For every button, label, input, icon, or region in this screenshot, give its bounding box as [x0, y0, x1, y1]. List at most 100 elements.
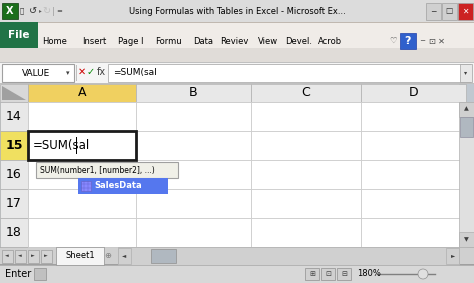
Bar	[459, 102, 474, 247]
Text: ⊡: ⊡	[428, 37, 436, 46]
Bar	[361, 189, 466, 218]
Bar	[76, 137, 78, 154]
Text: VALUE: VALUE	[22, 68, 50, 78]
Bar	[36, 162, 178, 178]
Text: ♡: ♡	[389, 37, 397, 46]
Text: ↺: ↺	[29, 6, 37, 16]
Bar	[0, 247, 474, 248]
Text: Enter: Enter	[5, 269, 31, 279]
Bar	[136, 84, 251, 102]
Bar	[361, 84, 466, 102]
Bar	[81, 181, 91, 191]
Text: 14: 14	[6, 110, 22, 123]
Bar	[28, 160, 136, 189]
Bar	[251, 84, 361, 102]
Bar	[0, 22, 38, 48]
Text: fx: fx	[96, 67, 106, 77]
Bar	[251, 131, 361, 160]
Bar	[251, 189, 361, 218]
Bar	[0, 83, 474, 84]
Circle shape	[418, 269, 428, 279]
Bar	[0, 265, 474, 283]
Text: ▲: ▲	[464, 106, 469, 112]
Bar	[76, 65, 77, 81]
Text: ◄: ◄	[122, 254, 126, 258]
Text: 🖫: 🖫	[20, 8, 24, 14]
Text: 15: 15	[5, 139, 23, 152]
Text: ▾: ▾	[465, 70, 467, 76]
Bar	[0, 189, 28, 218]
Bar	[459, 102, 474, 117]
Text: ►: ►	[44, 254, 48, 258]
Text: ⊡: ⊡	[325, 271, 331, 277]
Text: SalesData: SalesData	[94, 181, 142, 190]
Bar	[361, 160, 466, 189]
Bar	[15, 250, 26, 263]
Text: ─: ─	[420, 38, 424, 44]
Text: 16: 16	[6, 168, 22, 181]
Bar	[28, 218, 136, 247]
Bar	[251, 102, 361, 131]
Bar	[321, 268, 335, 280]
Text: SUM(number1, [number2], ...): SUM(number1, [number2], ...)	[40, 166, 155, 175]
Bar	[337, 268, 351, 280]
Bar	[0, 84, 459, 102]
Text: View: View	[258, 37, 278, 46]
Text: ▾: ▾	[66, 70, 70, 76]
Bar	[2, 64, 74, 82]
Text: 17: 17	[6, 197, 22, 210]
Bar	[0, 62, 474, 63]
Bar	[28, 131, 136, 160]
Text: Data: Data	[193, 37, 213, 46]
Text: ✕: ✕	[438, 37, 445, 46]
Text: Devel.: Devel.	[285, 37, 312, 46]
Bar	[0, 22, 474, 62]
Bar	[251, 218, 361, 247]
Bar	[2, 3, 18, 19]
Bar	[0, 62, 474, 84]
Bar	[56, 247, 104, 265]
Bar	[460, 117, 473, 137]
Text: D: D	[409, 87, 419, 100]
Bar	[361, 131, 466, 160]
Bar	[0, 0, 474, 22]
Text: File: File	[8, 30, 30, 40]
Text: C: C	[301, 87, 310, 100]
Bar	[28, 102, 136, 131]
Text: Insert: Insert	[82, 37, 106, 46]
Bar	[136, 160, 251, 189]
Text: B: B	[189, 87, 198, 100]
Text: =: =	[56, 8, 62, 14]
Text: ⊟: ⊟	[341, 271, 347, 277]
Text: ↻: ↻	[42, 6, 50, 16]
Text: ⊕: ⊕	[104, 252, 111, 260]
Bar	[0, 102, 28, 131]
Bar	[78, 178, 168, 194]
Bar	[0, 84, 28, 102]
Text: Home: Home	[42, 37, 67, 46]
Text: ⊞: ⊞	[309, 271, 315, 277]
Bar	[458, 3, 473, 20]
Text: ✕: ✕	[78, 67, 86, 77]
Bar	[0, 218, 28, 247]
Bar	[305, 268, 319, 280]
Text: □: □	[446, 7, 453, 16]
Bar	[136, 189, 251, 218]
Bar	[2, 250, 13, 263]
Bar	[400, 33, 416, 49]
Text: ─: ─	[431, 7, 435, 16]
Text: ?: ?	[405, 36, 411, 46]
Bar	[446, 248, 459, 264]
Bar	[426, 3, 441, 20]
Text: Reviev: Reviev	[220, 37, 248, 46]
Bar	[136, 102, 251, 131]
Text: ▸: ▸	[38, 8, 41, 14]
Text: |: |	[52, 7, 55, 16]
Bar	[28, 131, 136, 160]
Text: ◄: ◄	[18, 254, 22, 258]
Text: 18: 18	[6, 226, 22, 239]
Text: ►: ►	[451, 254, 455, 258]
Text: Formu: Formu	[155, 37, 182, 46]
Bar	[34, 268, 46, 280]
Text: Sheet1: Sheet1	[65, 252, 95, 260]
